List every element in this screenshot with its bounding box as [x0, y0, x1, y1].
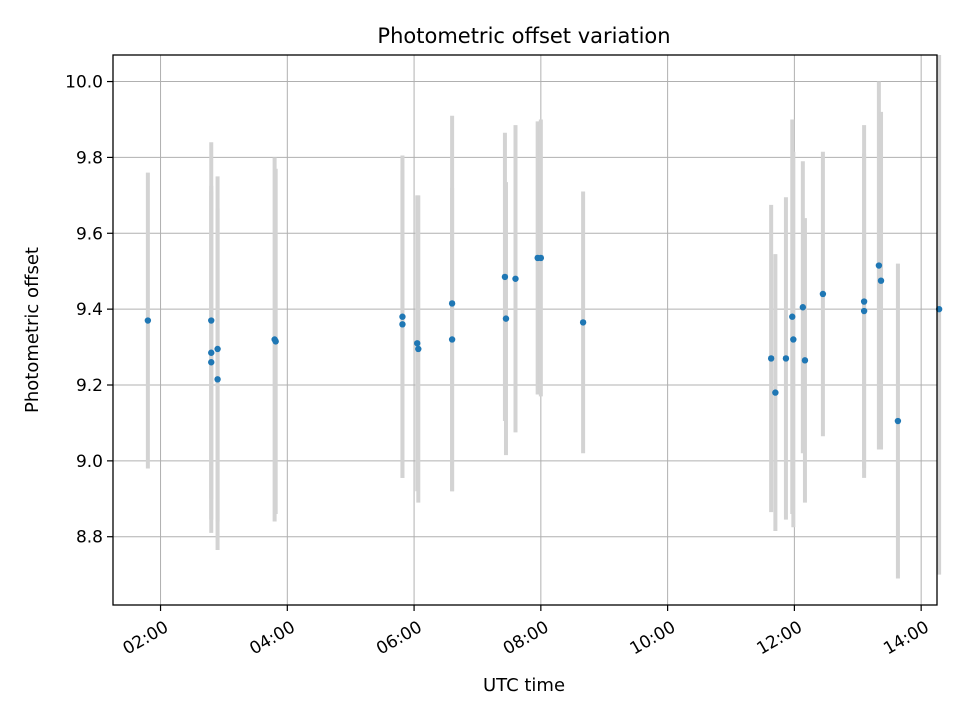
data-point — [208, 317, 215, 324]
y-tick-label: 9.2 — [76, 376, 103, 396]
data-point — [448, 336, 456, 343]
data-point — [860, 307, 868, 315]
data-point — [414, 340, 421, 347]
x-axis-label: UTC time — [483, 675, 565, 696]
data-point — [579, 319, 587, 326]
data-point — [877, 277, 885, 284]
x-tick-label: 08:00 — [500, 617, 552, 659]
data-point — [448, 300, 456, 307]
x-tick-label: 06:00 — [373, 617, 425, 659]
plot-frame — [112, 54, 938, 606]
data-point — [214, 376, 221, 383]
y-tick-label: 10.0 — [65, 73, 103, 93]
data-point — [799, 304, 807, 311]
data-point — [144, 317, 152, 324]
grid — [113, 55, 937, 605]
x-tick-label: 10:00 — [627, 617, 679, 659]
data-point — [501, 273, 509, 281]
data-point — [875, 262, 883, 269]
y-tick-label: 9.4 — [76, 300, 103, 320]
y-tick-label: 9.8 — [76, 148, 103, 168]
data-point — [819, 290, 827, 298]
data-point — [801, 357, 809, 364]
data-point — [860, 298, 868, 305]
data-point — [537, 254, 545, 262]
x-tick-label: 02:00 — [120, 617, 172, 659]
data-point — [399, 321, 406, 328]
data-points — [144, 254, 943, 425]
data-point — [512, 275, 519, 282]
data-point — [789, 313, 796, 320]
data-point — [214, 345, 221, 353]
data-point — [415, 345, 422, 353]
y-tick-label: 9.0 — [76, 452, 103, 472]
error-bars — [145, 55, 942, 579]
data-point — [272, 338, 279, 345]
data-point — [894, 417, 902, 425]
x-tick-label: 12:00 — [753, 617, 805, 659]
data-point — [790, 336, 797, 343]
x-tick-label: 04:00 — [246, 617, 298, 659]
y-tick-label: 9.6 — [76, 224, 103, 244]
data-point — [772, 389, 779, 396]
data-point — [782, 355, 790, 362]
data-point — [208, 349, 215, 356]
y-tick-label: 8.8 — [76, 528, 103, 548]
x-axis-ticks: 02:00 04:00 06:00 08:00 10:00 12:00 14:00 — [120, 605, 933, 659]
y-axis-label: Photometric offset — [22, 247, 43, 413]
data-point — [502, 315, 510, 322]
y-axis-ticks: 8.8 9.0 9.2 9.4 9.6 9.8 10.0 — [65, 73, 113, 548]
data-point — [208, 359, 215, 366]
x-tick-label: 14:00 — [880, 617, 932, 659]
data-point — [767, 355, 775, 362]
data-point — [399, 313, 406, 320]
chart-title: Photometric offset variation — [377, 24, 670, 48]
